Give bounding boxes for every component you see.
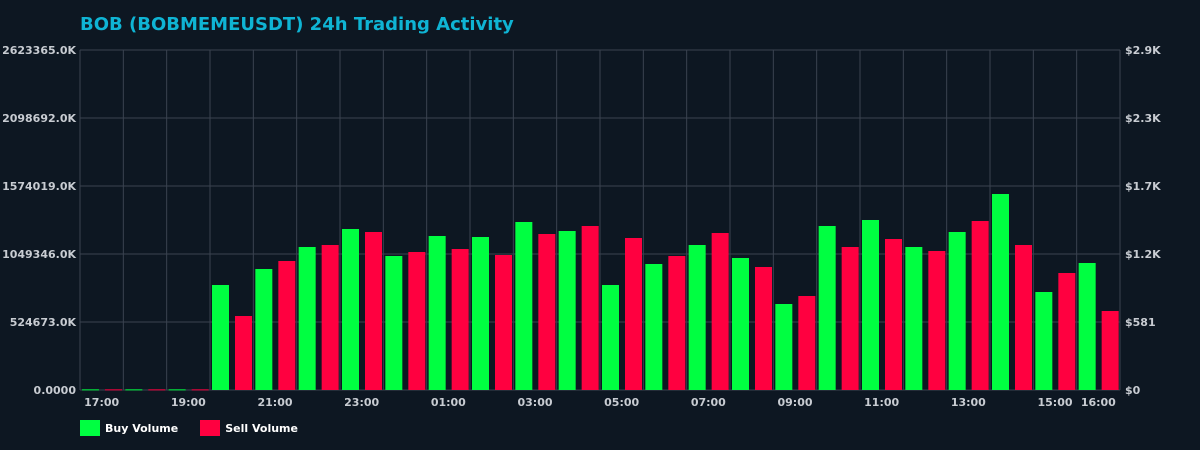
bar-buy-volume	[862, 219, 879, 390]
bar-sell-volume	[625, 237, 642, 390]
bar-sell-volume	[581, 225, 599, 390]
bar-sell-volume	[1101, 310, 1119, 390]
bar-buy-volume	[82, 389, 99, 391]
x-tick-label: 07:00	[691, 396, 726, 409]
bar-sell-volume	[408, 251, 426, 390]
y-tick-label: 0.0000	[34, 384, 77, 397]
bar-buy-volume	[1078, 262, 1096, 390]
x-tick-label: 15:00	[1037, 396, 1072, 409]
bar-sell-volume	[885, 238, 902, 390]
y-tick-label: 2623365.0K	[2, 44, 76, 57]
x-tick-label: 13:00	[951, 396, 986, 409]
bar-sell-volume	[798, 295, 816, 390]
bar-buy-volume	[558, 230, 576, 390]
y2-tick-label: $2.3K	[1125, 112, 1161, 125]
bar-buy-volume	[688, 244, 706, 390]
bar-sell-volume	[278, 260, 296, 390]
bar-sell-volume	[755, 266, 772, 390]
bar-buy-volume	[992, 193, 1009, 390]
y-tick-label: 524673.0K	[10, 316, 77, 329]
y-tick-label: 2098692.0K	[2, 112, 76, 125]
x-tick-label: 09:00	[777, 396, 812, 409]
bar-sell-volume	[451, 248, 469, 390]
bar-buy-volume	[515, 221, 533, 390]
legend-item-sell[interactable]: Sell Volume	[200, 420, 298, 436]
bar-buy-volume	[1035, 291, 1053, 390]
bar-buy-volume	[212, 284, 229, 390]
y2-tick-label: $1.2K	[1125, 248, 1161, 261]
bar-buy-volume	[905, 246, 923, 390]
bar-sell-volume	[495, 254, 512, 390]
bar-buy-volume	[255, 268, 273, 390]
y2-tick-label: $581	[1125, 316, 1156, 329]
bar-buy-volume	[385, 255, 403, 390]
legend-label-sell: Sell Volume	[225, 421, 298, 435]
legend-label-buy: Buy Volume	[105, 421, 179, 435]
chart-title: BOB (BOBMEMEUSDT) 24h Trading Activity	[80, 14, 514, 35]
bar-buy-volume	[168, 389, 186, 391]
bar-sell-volume	[1015, 244, 1032, 390]
legend: Buy Volume Sell Volume	[80, 420, 298, 436]
bar-sell-volume	[928, 250, 946, 390]
bar-sell-volume	[321, 244, 339, 390]
bar-buy-volume	[818, 225, 836, 390]
legend-item-buy[interactable]: Buy Volume	[80, 420, 178, 436]
bar-sell-volume	[711, 232, 729, 390]
x-tick-label: 03:00	[517, 396, 552, 409]
y-tick-label: 1049346.0K	[2, 248, 76, 261]
bar-buy-volume	[298, 246, 316, 390]
bar-buy-volume	[472, 236, 489, 390]
x-tick-label: 19:00	[171, 396, 206, 409]
x-tick-label: 05:00	[604, 396, 639, 409]
bar-sell-volume	[668, 255, 686, 390]
legend-swatch-sell	[200, 420, 221, 436]
bar-buy-volume	[125, 389, 143, 391]
x-tick-label: 21:00	[257, 396, 292, 409]
bar-buy-volume	[775, 303, 793, 390]
x-tick-label: 17:00	[84, 396, 119, 409]
bar-sell-volume	[148, 389, 166, 391]
bar-sell-volume	[1058, 272, 1076, 390]
y2-tick-label: $0	[1125, 384, 1141, 397]
x-tick-label: 11:00	[864, 396, 899, 409]
x-tick-label: 23:00	[344, 396, 379, 409]
x-tick-label: 16:00	[1081, 396, 1116, 409]
bar-sell-volume	[365, 231, 382, 390]
y-tick-label: 1574019.0K	[2, 180, 76, 193]
bar-buy-volume	[602, 284, 619, 390]
bar-sell-volume	[841, 246, 859, 390]
bar-buy-volume	[428, 235, 446, 390]
bar-sell-volume	[235, 315, 252, 390]
bar-buy-volume	[645, 263, 663, 390]
x-tick-label: 01:00	[431, 396, 466, 409]
bar-buy-volume	[948, 231, 966, 390]
y2-tick-label: $1.7K	[1125, 180, 1161, 193]
bar-buy-volume	[342, 228, 359, 390]
bar-sell-volume	[191, 389, 209, 391]
y2-tick-label: $2.9K	[1125, 44, 1161, 57]
bar-buy-volume	[732, 257, 749, 390]
bar-sell-volume	[105, 389, 122, 391]
bar-sell-volume	[971, 220, 989, 390]
bar-sell-volume	[538, 233, 556, 390]
legend-swatch-buy	[80, 420, 100, 436]
